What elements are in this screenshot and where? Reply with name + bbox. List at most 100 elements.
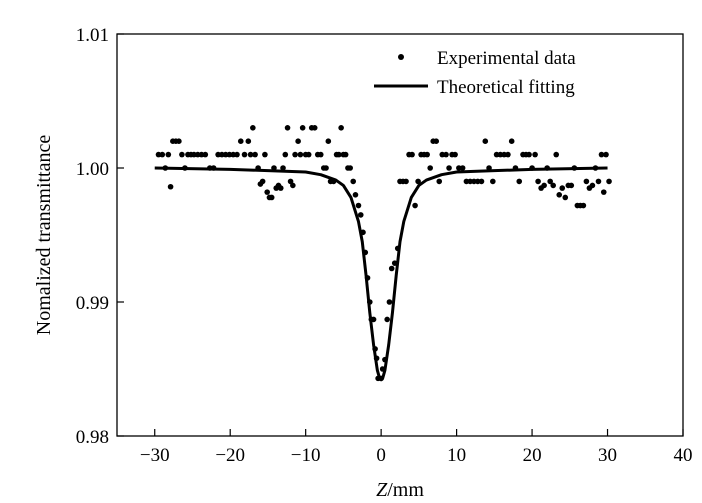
fit-curve-line <box>154 166 608 382</box>
data-point <box>490 178 496 185</box>
data-point <box>532 151 538 158</box>
data-point <box>264 189 270 195</box>
x-axis-title-variable: Z <box>376 479 388 501</box>
data-point <box>342 151 349 158</box>
data-point <box>210 165 217 171</box>
data-point <box>290 182 296 189</box>
data-point <box>547 178 553 185</box>
y-tick-label: 1.01 <box>76 25 109 46</box>
data-point <box>403 178 409 185</box>
data-point <box>165 151 172 158</box>
legend-marker-experimental <box>398 54 404 60</box>
data-point <box>603 151 609 158</box>
data-point <box>568 182 575 189</box>
data-point <box>412 202 418 209</box>
data-point <box>255 165 261 171</box>
data-point <box>282 151 289 158</box>
x-tick-label: 40 <box>674 445 693 466</box>
data-point <box>317 151 324 158</box>
x-tick-label: 20 <box>523 445 542 466</box>
data-point <box>388 265 395 272</box>
data-point <box>245 138 252 144</box>
x-tick-label: −10 <box>291 445 321 466</box>
data-point <box>553 151 560 158</box>
data-point <box>512 165 519 171</box>
legend: Experimental data Theoretical fitting <box>374 48 576 98</box>
experimental-series <box>155 125 612 382</box>
data-point <box>364 275 371 281</box>
data-point <box>592 165 599 171</box>
data-point <box>508 138 515 144</box>
data-point <box>424 151 430 158</box>
data-point <box>482 138 489 144</box>
data-point <box>556 192 563 198</box>
data-point <box>284 125 291 131</box>
y-axis-title: Nomalized transmittance <box>33 135 55 336</box>
data-point <box>550 182 556 189</box>
y-tick-label: 1.00 <box>76 159 109 180</box>
data-point <box>379 366 386 372</box>
data-point <box>167 183 174 190</box>
data-point <box>571 165 578 171</box>
data-point <box>250 125 256 131</box>
data-point <box>386 299 393 305</box>
data-point <box>347 165 353 171</box>
x-tick-label: 10 <box>447 445 466 466</box>
data-point <box>580 202 587 209</box>
data-point <box>409 151 415 158</box>
data-point <box>583 178 590 185</box>
data-point <box>459 165 466 171</box>
x-axis-title-unit: /mm <box>387 479 424 501</box>
data-point <box>589 182 596 189</box>
legend-label-fitting: Theoretical fitting <box>437 77 575 98</box>
data-point <box>367 299 373 305</box>
data-point <box>544 165 550 171</box>
data-point <box>394 245 401 252</box>
data-point <box>529 165 535 171</box>
data-point <box>600 189 607 195</box>
data-point <box>247 151 254 158</box>
data-point <box>297 151 304 158</box>
x-tick-label: 0 <box>376 445 386 466</box>
data-point <box>559 185 566 191</box>
legend-label-experimental: Experimental data <box>437 48 576 69</box>
x-tick-label: 30 <box>598 445 617 466</box>
data-point <box>295 138 301 144</box>
data-point <box>202 151 209 158</box>
data-point <box>606 178 612 185</box>
data-point <box>433 138 440 144</box>
data-point <box>336 151 342 158</box>
data-point <box>159 151 166 158</box>
y-tick-label: 0.99 <box>76 293 109 314</box>
data-point <box>362 249 369 256</box>
data-point <box>391 260 398 266</box>
x-tick-label: −30 <box>140 445 170 466</box>
data-point <box>182 165 188 171</box>
y-axis-ticks: 0.98 0.99 1.00 1.01 <box>76 25 124 448</box>
data-point <box>535 178 541 185</box>
data-point <box>350 178 357 185</box>
data-point <box>234 151 240 158</box>
data-point <box>486 165 492 171</box>
data-point <box>162 165 169 171</box>
data-point <box>415 178 421 185</box>
x-tick-label: −20 <box>215 445 245 466</box>
plot-area-border <box>116 33 684 437</box>
data-point <box>292 151 298 158</box>
data-point <box>305 151 312 158</box>
data-point <box>262 151 268 158</box>
data-point <box>595 178 602 185</box>
data-point <box>299 125 306 131</box>
data-point <box>268 194 275 201</box>
x-axis-title: Z/mm <box>376 479 424 501</box>
plot-frame <box>116 33 684 437</box>
data-point <box>330 178 337 185</box>
data-point <box>357 212 364 218</box>
data-point <box>541 182 547 189</box>
fit-series <box>154 166 608 382</box>
data-point <box>323 165 329 171</box>
data-point <box>373 355 380 362</box>
data-point <box>516 178 523 185</box>
x-axis-ticks: −30 −20 −10 0 10 20 30 40 <box>140 429 693 466</box>
